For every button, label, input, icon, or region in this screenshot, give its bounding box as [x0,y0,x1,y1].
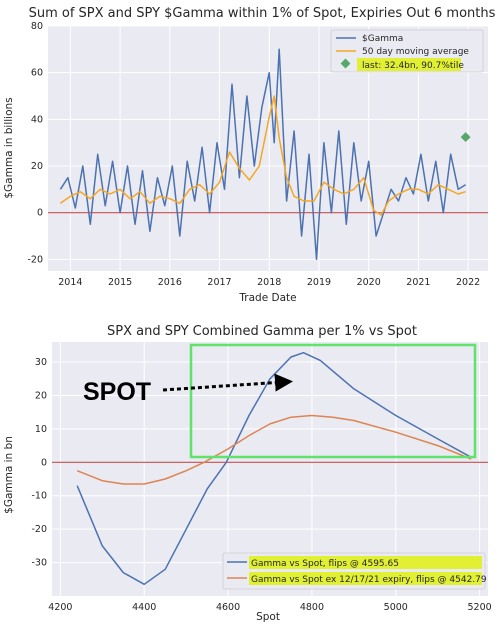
chart2-xlabel: Spot [256,611,280,623]
chart1-series-line-1 [59,48,466,261]
chart2-series [76,351,472,586]
chart2-series-line-2 [76,414,472,485]
legend-label-ma: 50 day moving average [362,47,469,57]
chart2-ytick-label: -30 [31,558,47,569]
legend-label-last: last: 32.4bn, 90.7%tile [362,61,464,71]
chart1-ytick-label: 20 [31,161,43,172]
highlight-box [189,343,477,459]
chart1-ytick-label: 0 [37,208,43,219]
chart2-ytick-label: 20 [35,390,47,401]
chart1-xtick-label: 2019 [307,277,331,288]
legend-highlight-1 [249,556,482,569]
last-value-marker [460,132,471,143]
chart2-xtick-label: 4800 [300,602,324,613]
legend-highlight-2 [249,572,482,585]
chart1-xtick-label: 2014 [58,277,82,288]
chart1-tick-labels: 2014 2015 2016 2017 2018 2019 2020 2021 2022 -20 0… [27,21,480,288]
chart2-xtick-label: 4400 [132,602,156,613]
chart2-ytick-label: -10 [31,491,47,502]
chart1-xlabel: Trade Date [238,292,296,304]
chart2-ytick-label: 0 [41,457,47,468]
spot-annotation: SPOT [83,378,151,406]
chart1-legend: $Gamma 50 day moving average last: 32.4b… [330,29,484,73]
chart1-series [59,48,471,261]
chart1-ytick-label: 60 [31,68,43,79]
chart1-xtick-label: 2021 [406,277,430,288]
legend-label-gamma-spot: Gamma vs Spot, flips @ 4595.65 [251,559,399,569]
chart2-series-line-1 [76,351,472,586]
legend-label-gamma: $Gamma [362,34,403,44]
chart2-ytick-label: 30 [35,357,47,368]
spot-arrow [162,373,293,392]
chart1-series-line-2 [59,95,466,216]
chart2-tick-labels: 4200 4400 4600 4800 5000 5200 -30 -20 -10 0 10 20 30 [31,357,491,613]
chart1-xtick-label: 2015 [108,277,132,288]
chart1-xtick-label: 2017 [207,277,231,288]
chart2-ytick-label: 10 [35,424,47,435]
chart2-title: SPX and SPY Combined Gamma per 1% vs Spo… [107,324,417,339]
legend-label-gamma-ex: Gamma vs Spot ex 12/17/21 expiry, flips … [251,575,487,585]
chart1-xtick-label: 2020 [357,277,381,288]
chart1-xtick-label: 2018 [257,277,281,288]
chart1-xtick-label: 2016 [158,277,182,288]
legend-highlight [357,58,461,71]
chart2-xtick-label: 5200 [468,602,492,613]
chart2-xtick-label: 4600 [216,602,240,613]
chart1-title: Sum of SPX and SPY $Gamma within 1% of S… [29,6,496,21]
chart1-xtick-label: 2022 [456,277,480,288]
chart1-ytick-label: -20 [27,254,43,265]
chart2-xtick-label: 4200 [48,602,72,613]
chart2-legend: Gamma vs Spot, flips @ 4595.65 Gamma vs … [222,552,487,590]
chart1-ytick-label: 80 [31,21,43,32]
chart2-xtick-label: 5000 [384,602,408,613]
chart2-ylabel: $Gamma in bn [3,436,15,514]
chart2-ytick-label: -20 [31,524,47,535]
chart1-ytick-label: 40 [31,114,43,125]
chart1-ylabel: $Gamma in billions [3,97,15,198]
